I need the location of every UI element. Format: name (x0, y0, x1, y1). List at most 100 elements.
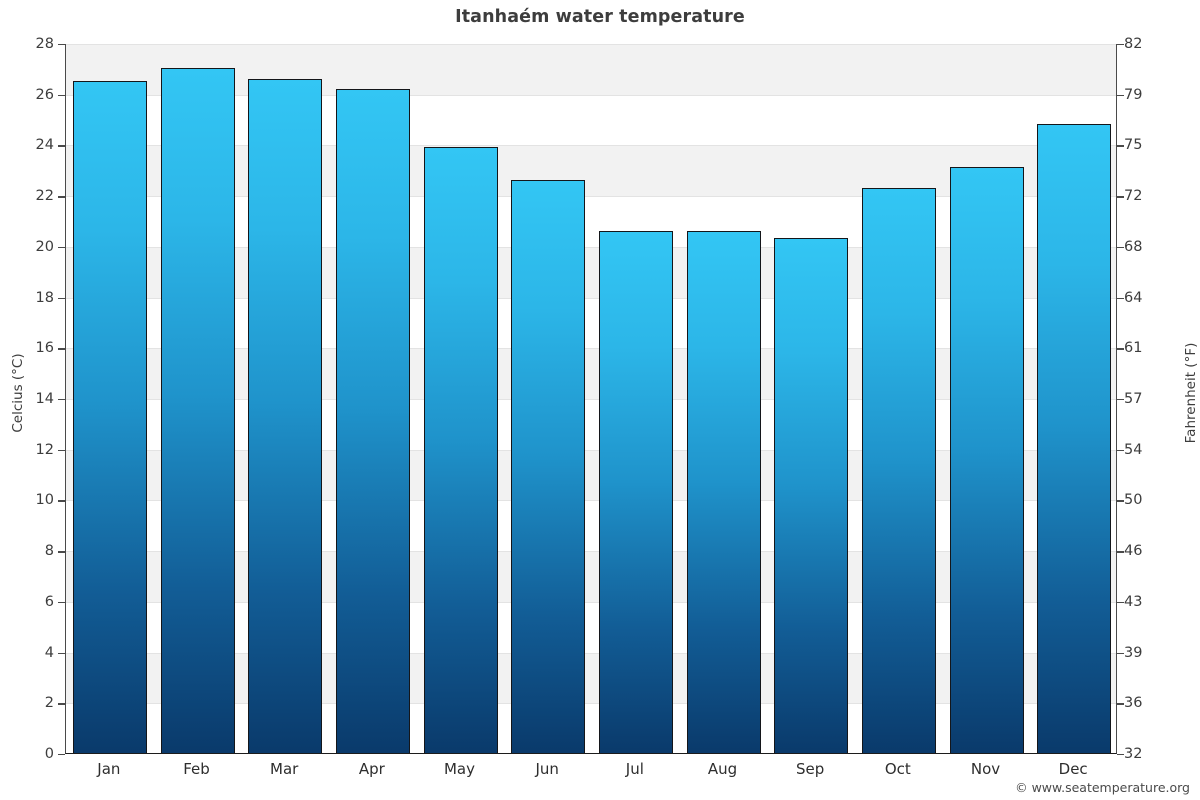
gridline (66, 449, 1116, 451)
gridline (66, 601, 1116, 603)
y-tickmark-left (58, 754, 65, 756)
y-tick-left-20: 20 (35, 238, 54, 255)
bar-jan (72, 81, 147, 753)
y-tick-right-79: 79 (1124, 86, 1143, 103)
gridline (66, 652, 1116, 654)
gridline (66, 500, 1116, 502)
bar-feb (160, 68, 235, 753)
gridline (66, 348, 1116, 350)
y-tick-left-26: 26 (35, 86, 54, 103)
background-band (66, 551, 1116, 602)
y-tick-right-43: 43 (1124, 593, 1143, 610)
gridline (66, 94, 1116, 96)
gridline (66, 145, 1116, 147)
y-tickmark-left (58, 246, 65, 249)
x-tick-dec: Dec (1058, 760, 1088, 778)
y-tick-left-22: 22 (35, 188, 54, 205)
gridline (66, 703, 1116, 705)
y-tick-left-18: 18 (35, 289, 54, 306)
background-band (66, 348, 1116, 399)
gridline (66, 551, 1116, 553)
gridline (66, 44, 1116, 45)
y-tick-left-0: 0 (44, 746, 54, 762)
y-axis-right-title: Fahrenheit (°F) (1183, 342, 1199, 444)
x-tick-may: May (443, 760, 475, 778)
y-tickmark-right (1117, 44, 1124, 46)
y-tickmark-right (1117, 196, 1124, 198)
y-tickmark-left (58, 145, 65, 147)
y-tick-right-82: 82 (1124, 36, 1143, 52)
y-tick-right-57: 57 (1124, 391, 1143, 407)
y-tick-right-39: 39 (1124, 644, 1143, 661)
y-tickmark-left (58, 297, 65, 299)
y-tick-right-54: 54 (1124, 441, 1143, 458)
bar-apr (335, 88, 410, 753)
gridline (66, 297, 1116, 299)
x-tick-jul: Jul (625, 760, 644, 778)
y-tick-left-10: 10 (35, 492, 54, 509)
y-tickmark-right (1117, 754, 1124, 756)
background-band (66, 652, 1116, 704)
background-bands (66, 44, 1116, 753)
y-tick-left-6: 6 (44, 593, 54, 610)
y-tick-right-50: 50 (1124, 492, 1143, 509)
y-tickmark-left (58, 551, 65, 553)
chart-title: Itanhaém water temperature (455, 7, 745, 27)
bar-aug (686, 230, 761, 753)
y-tickmark-right (1117, 449, 1124, 452)
copyright-credit: © www.seatemperature.org (1015, 780, 1190, 795)
bar-dec (1037, 124, 1112, 753)
y-tick-right-46: 46 (1124, 543, 1143, 560)
y-tickmark-left (58, 196, 65, 198)
y-tickmark-right (1117, 601, 1124, 604)
y-tick-right-36: 36 (1124, 695, 1143, 712)
y-tick-left-4: 4 (44, 644, 54, 661)
gridline (66, 246, 1116, 248)
x-tick-mar: Mar (270, 760, 299, 778)
background-band (66, 44, 1116, 95)
bar-may (423, 146, 498, 753)
plot-area (65, 44, 1117, 754)
y-tick-right-61: 61 (1124, 340, 1143, 357)
y-tickmark-right (1117, 145, 1124, 147)
x-tick-jun: Jun (535, 760, 559, 778)
background-band (66, 246, 1116, 298)
x-tick-oct: Oct (884, 760, 911, 778)
bar-mar (248, 78, 323, 753)
y-tickmark-left (58, 601, 65, 604)
bar-jun (511, 179, 586, 753)
y-tickmark-right (1117, 500, 1124, 502)
background-band (66, 449, 1116, 501)
x-tick-jan: Jan (97, 760, 121, 778)
y-tickmark-right (1117, 246, 1124, 249)
gridline (66, 196, 1116, 198)
y-tick-right-72: 72 (1124, 188, 1143, 205)
y-tickmark-right (1117, 348, 1124, 350)
y-tick-right-75: 75 (1124, 137, 1143, 154)
y-tick-right-64: 64 (1124, 289, 1143, 306)
x-tick-feb: Feb (183, 760, 210, 778)
bar-sep (774, 238, 849, 753)
background-band (66, 145, 1116, 197)
y-tickmark-right (1117, 703, 1124, 705)
bar-series (66, 44, 1116, 753)
y-tickmark-left (58, 500, 65, 502)
y-tick-left-24: 24 (35, 137, 54, 154)
x-tick-aug: Aug (707, 760, 738, 778)
bar-jul (598, 230, 673, 753)
y-tick-left-8: 8 (44, 543, 54, 560)
x-tick-nov: Nov (970, 760, 1001, 778)
y-tick-right-32: 32 (1124, 746, 1143, 762)
bar-nov (949, 167, 1024, 753)
x-tick-sep: Sep (796, 760, 825, 778)
y-tickmark-left (58, 652, 65, 654)
y-tick-left-2: 2 (44, 695, 54, 712)
y-tickmark-left (58, 449, 65, 452)
y-tickmark-right (1117, 551, 1124, 553)
y-tickmark-left (58, 44, 65, 46)
y-tickmark-right (1117, 94, 1124, 97)
y-tickmark-right (1117, 652, 1124, 654)
y-tickmark-left (58, 703, 65, 705)
y-tickmark-left (58, 399, 65, 401)
